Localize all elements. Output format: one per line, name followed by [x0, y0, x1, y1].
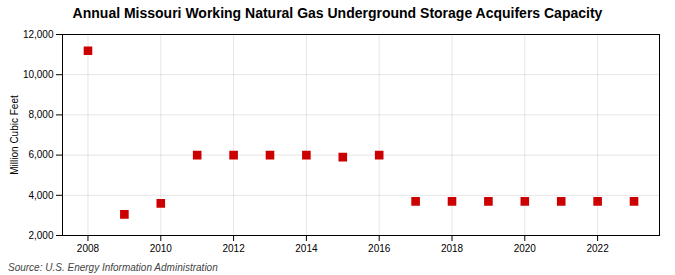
svg-text:2016: 2016 — [368, 243, 391, 254]
svg-text:2022: 2022 — [586, 243, 609, 254]
svg-text:12,000: 12,000 — [23, 29, 54, 40]
svg-text:2008: 2008 — [77, 243, 100, 254]
svg-text:2020: 2020 — [514, 243, 537, 254]
svg-text:2010: 2010 — [150, 243, 173, 254]
svg-text:2014: 2014 — [295, 243, 318, 254]
svg-text:2018: 2018 — [441, 243, 464, 254]
svg-text:Million Cubic Feet: Million Cubic Feet — [9, 95, 20, 175]
svg-text:2,000: 2,000 — [28, 230, 53, 241]
html-text:Source: U.S. Energy Informatio: Source: U.S. Energy Information Administ… — [8, 262, 218, 273]
html-text:Annual Missouri Working Natura: Annual Missouri Working Natural Gas Unde… — [72, 5, 603, 21]
svg-text:10,000: 10,000 — [23, 69, 54, 80]
svg-text:6,000: 6,000 — [28, 149, 53, 160]
svg-text:8,000: 8,000 — [28, 109, 53, 120]
svg-text:2012: 2012 — [222, 243, 245, 254]
svg-text:4,000: 4,000 — [28, 190, 53, 201]
